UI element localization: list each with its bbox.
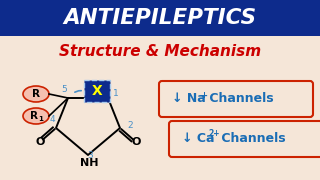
Text: O: O bbox=[35, 137, 45, 147]
Ellipse shape bbox=[23, 86, 49, 102]
Text: O: O bbox=[131, 137, 141, 147]
Text: ANTIEPILEPTICS: ANTIEPILEPTICS bbox=[63, 8, 257, 28]
Text: +: + bbox=[200, 91, 207, 100]
Text: 3: 3 bbox=[87, 152, 93, 161]
Text: R: R bbox=[32, 89, 40, 99]
Text: 1: 1 bbox=[113, 89, 119, 98]
Text: 2: 2 bbox=[127, 120, 133, 129]
FancyBboxPatch shape bbox=[84, 80, 110, 102]
FancyBboxPatch shape bbox=[0, 0, 320, 36]
Text: Channels: Channels bbox=[217, 132, 286, 145]
Text: R: R bbox=[30, 111, 38, 121]
Text: Channels: Channels bbox=[205, 93, 274, 105]
Text: Structure & Mechanism: Structure & Mechanism bbox=[59, 44, 261, 60]
Ellipse shape bbox=[23, 108, 49, 124]
Text: X: X bbox=[92, 84, 102, 98]
Text: NH: NH bbox=[80, 158, 98, 168]
Text: ↓ Na: ↓ Na bbox=[172, 93, 206, 105]
Text: 4: 4 bbox=[49, 116, 55, 125]
FancyBboxPatch shape bbox=[159, 81, 313, 117]
Text: 5: 5 bbox=[61, 86, 67, 94]
Text: 1: 1 bbox=[39, 116, 44, 122]
Text: ↓ Ca: ↓ Ca bbox=[182, 132, 214, 145]
Text: 2+: 2+ bbox=[208, 129, 220, 138]
FancyBboxPatch shape bbox=[169, 121, 320, 157]
